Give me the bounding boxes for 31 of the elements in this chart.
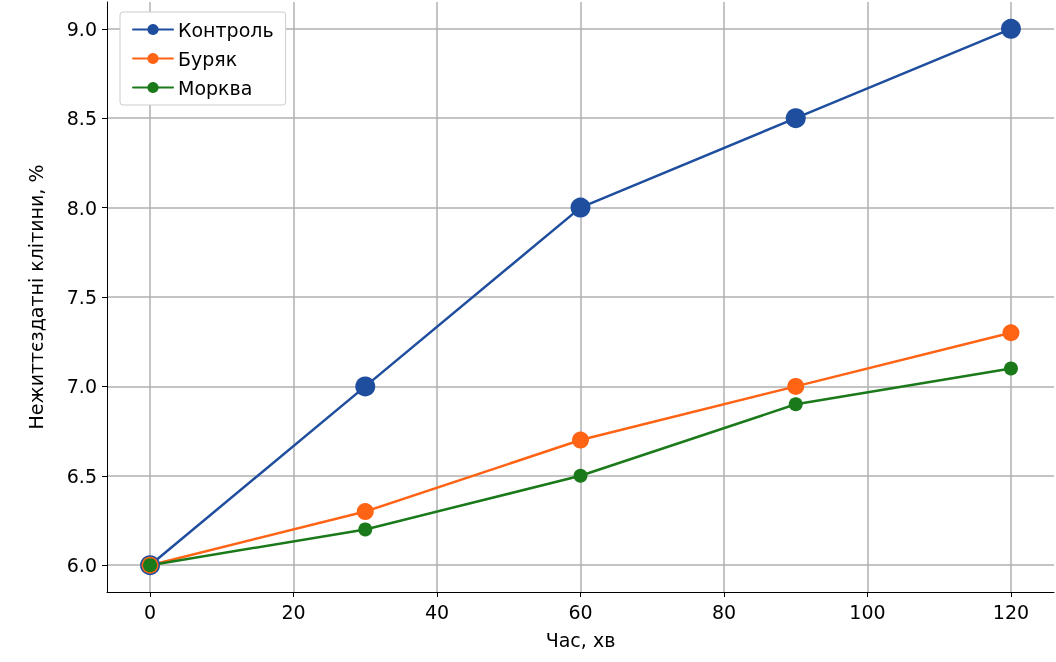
- x-tick-label: 100: [849, 600, 886, 623]
- point: [573, 468, 588, 483]
- y-tick-label: 9.0: [66, 17, 97, 40]
- x-tick-label: 60: [568, 600, 593, 623]
- point: [356, 503, 374, 521]
- x-axis-title: Час, хв: [545, 628, 616, 651]
- y-tick-label: 8.5: [66, 107, 97, 130]
- point: [355, 376, 376, 397]
- y-tick-label: 6.5: [66, 464, 97, 487]
- point: [1000, 18, 1021, 39]
- x-tick-label: 40: [424, 600, 450, 623]
- x-tick-label: 20: [281, 600, 306, 623]
- y-tick-label: 7.0: [66, 375, 97, 398]
- point: [572, 431, 589, 449]
- y-tick-label: 6.0: [66, 554, 97, 577]
- point: [1003, 361, 1018, 376]
- legend-label: Буряк: [178, 47, 238, 70]
- point: [785, 108, 806, 129]
- x-tick-label: 80: [711, 600, 737, 623]
- y-tick-label: 7.5: [66, 286, 97, 308]
- legend-label: Контроль: [178, 18, 274, 41]
- legend-label: Морква: [178, 76, 253, 99]
- x-tick-label: 120: [992, 600, 1030, 623]
- y-tick-label: 8.0: [66, 196, 97, 219]
- x-tick-label: 0: [144, 600, 157, 623]
- point: [570, 197, 591, 218]
- point: [787, 377, 805, 395]
- y-axis-title: Нежиттєздатні клітини, %: [24, 164, 47, 430]
- point: [788, 397, 803, 412]
- point: [358, 522, 373, 537]
- point: [1002, 324, 1020, 342]
